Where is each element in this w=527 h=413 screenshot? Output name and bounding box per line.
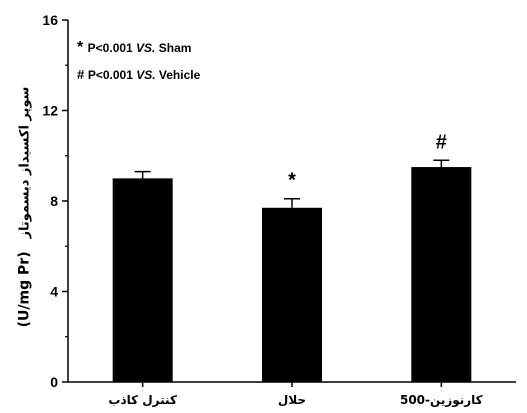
significance-mark: # (436, 131, 447, 153)
bars: *# (112, 131, 472, 382)
y-axis-unit: (U/mg Pr) (16, 250, 33, 327)
significance-mark: * (288, 170, 296, 192)
y-axis-label-container: (U/mg Pr) سوپر اكسيداز ديسموتاز (4, 0, 44, 413)
legend-entry: * P<0.001 VS. Sham (77, 39, 191, 56)
y-tick-label: 12 (42, 103, 58, 119)
y-tick-label: 0 (50, 374, 58, 390)
y-axis-title: سوپر اكسيداز ديسموتاز (17, 86, 33, 239)
x-tick-label: حلال (278, 393, 306, 407)
y-axis-label: (U/mg Pr) سوپر اكسيداز ديسموتاز (16, 86, 32, 327)
legend-entry: # P<0.001 VS. Vehicle (77, 67, 201, 82)
x-tick-label: كارنوزين-500 (400, 393, 483, 408)
legend: * P<0.001 VS. Sham # P<0.001 VS. Vehicle (77, 39, 201, 82)
y-tick-label: 16 (42, 12, 58, 28)
bar (411, 167, 472, 382)
x-tick-label: كنترل كاذب (108, 393, 177, 407)
bar (262, 207, 322, 382)
bar (112, 178, 173, 382)
y-tick-label: 4 (50, 284, 58, 300)
y-tick-label: 8 (50, 193, 58, 209)
